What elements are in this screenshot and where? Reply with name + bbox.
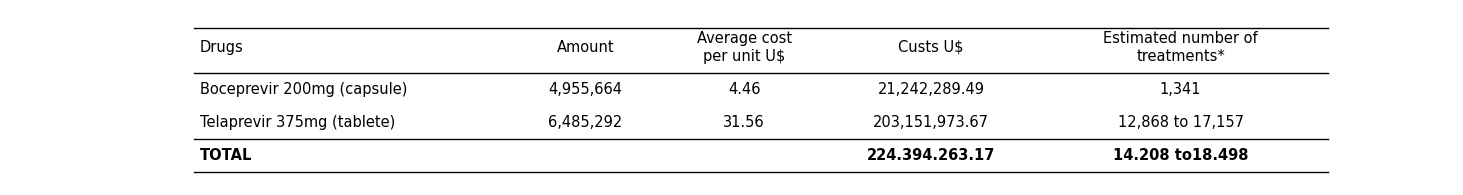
- Text: Amount: Amount: [556, 40, 614, 55]
- Text: 12,868 to 17,157: 12,868 to 17,157: [1118, 115, 1244, 130]
- Text: 31.56: 31.56: [723, 115, 765, 130]
- Text: 14.208 to18.498: 14.208 to18.498: [1113, 148, 1248, 163]
- Text: 4,955,664: 4,955,664: [549, 82, 622, 97]
- Text: Drugs: Drugs: [200, 40, 244, 55]
- Text: TOTAL: TOTAL: [200, 148, 252, 163]
- Text: 1,341: 1,341: [1160, 82, 1201, 97]
- Text: Estimated number of
treatments*: Estimated number of treatments*: [1103, 31, 1258, 64]
- Text: 4.46: 4.46: [729, 82, 761, 97]
- Text: 6,485,292: 6,485,292: [549, 115, 623, 130]
- Text: Average cost
per unit U$: Average cost per unit U$: [696, 31, 791, 64]
- Text: 203,151,973.67: 203,151,973.67: [873, 115, 989, 130]
- Text: Telaprevir 375mg (tablete): Telaprevir 375mg (tablete): [200, 115, 395, 130]
- Text: 21,242,289.49: 21,242,289.49: [878, 82, 985, 97]
- Text: Custs U$: Custs U$: [898, 40, 964, 55]
- Text: 224.394.263.17: 224.394.263.17: [868, 148, 995, 163]
- Text: Boceprevir 200mg (capsule): Boceprevir 200mg (capsule): [200, 82, 407, 97]
